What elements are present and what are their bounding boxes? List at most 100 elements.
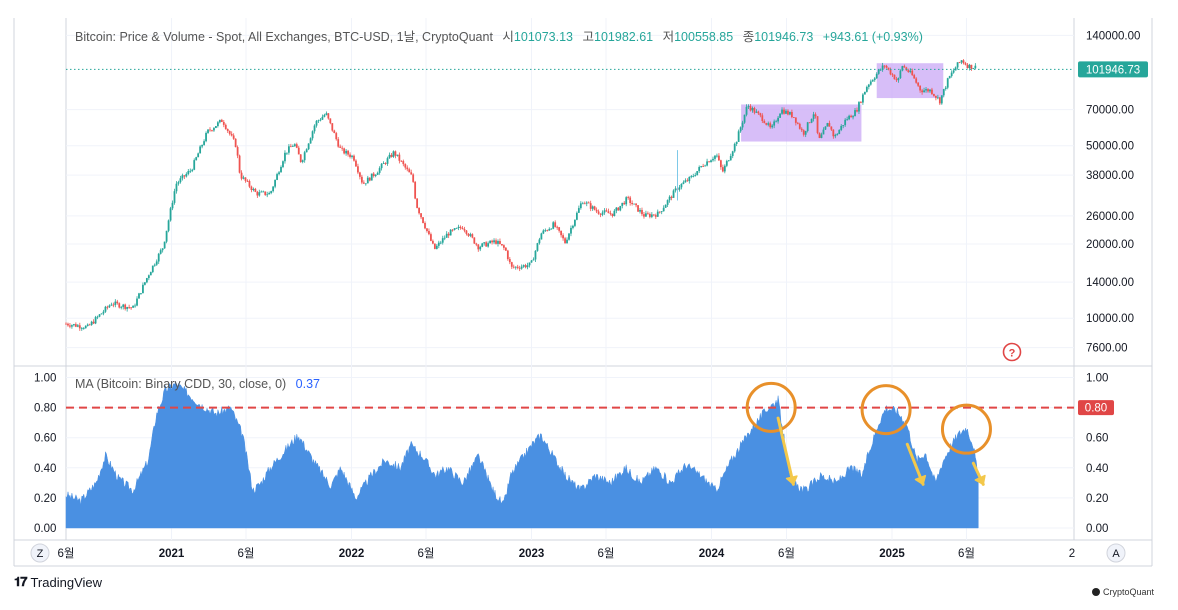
chart-svg[interactable]: 6월 2021 6월 2022 6월 2023 6월 2024 6월 2025 6월 2 140000.…: [0, 0, 1178, 570]
candle-body: [917, 82, 920, 86]
candle-body: [270, 191, 273, 193]
price-tick-label: 140000.00: [1086, 30, 1140, 42]
candle-body: [611, 213, 614, 217]
candle-body: [431, 240, 434, 244]
candle-body: [572, 225, 574, 228]
candle-body: [463, 229, 466, 231]
candle-body: [905, 67, 908, 71]
candle-body: [710, 160, 712, 163]
candle-body: [240, 172, 243, 179]
candle-body: [844, 119, 847, 126]
candle-body: [548, 228, 551, 231]
candle-body: [106, 306, 109, 308]
price-tick-label: 38000.00: [1086, 170, 1134, 182]
candle-body: [552, 222, 555, 229]
candle-body: [538, 239, 541, 244]
candle-body: [556, 226, 559, 228]
x-tick-label: 2022: [339, 548, 365, 560]
open-label: 시: [502, 30, 514, 44]
auto-scale-button[interactable]: A: [1106, 543, 1126, 563]
candle-body: [962, 60, 965, 64]
candle-body: [118, 303, 121, 308]
candle-body: [493, 240, 495, 243]
candle-body: [812, 114, 815, 119]
last-price-text: 101946.73: [1086, 64, 1140, 76]
candle-body: [333, 130, 336, 134]
candle-body: [230, 133, 233, 136]
candle-body: [110, 304, 113, 306]
candle-body: [826, 123, 829, 127]
price-series: [65, 59, 1074, 331]
candle-body: [130, 307, 132, 309]
candle-body: [191, 169, 194, 171]
candle-body: [747, 106, 750, 107]
candle-body: [865, 86, 868, 92]
candle-body: [177, 182, 180, 184]
candle-body: [577, 208, 580, 213]
candle-body: [315, 120, 318, 126]
candle-body: [280, 166, 282, 173]
price-tick-label: 7600.00: [1086, 343, 1128, 355]
candle-body: [818, 132, 821, 138]
candle-body: [714, 155, 716, 159]
candle-body: [558, 227, 561, 231]
candle-body: [895, 79, 898, 81]
candle-body: [357, 166, 359, 173]
candle-body: [372, 173, 375, 176]
candle-body: [165, 230, 168, 242]
candle-body: [266, 194, 269, 196]
candle-body: [199, 146, 202, 154]
candle-body: [157, 253, 160, 262]
candle-body: [749, 106, 752, 111]
cdd-right-tick-label: 0.40: [1086, 463, 1108, 475]
candle-body: [915, 78, 918, 83]
candle-body: [643, 214, 645, 217]
candle-body: [903, 66, 906, 68]
candle-body: [564, 238, 566, 244]
zoom-button[interactable]: Z: [30, 543, 50, 563]
candle-body: [489, 240, 491, 244]
cdd-left-tick-label: 0.00: [34, 523, 56, 535]
candle-body: [447, 233, 450, 236]
candle-body: [956, 62, 959, 68]
candle-body: [311, 131, 314, 139]
candle-body: [891, 74, 894, 76]
candle-body: [832, 129, 835, 137]
candle-body: [284, 152, 286, 162]
question-icon[interactable]: ?: [1002, 342, 1022, 362]
candle-body: [940, 95, 943, 104]
candle-body: [828, 123, 831, 127]
candle-body: [455, 228, 458, 229]
candle-body: [824, 126, 827, 130]
candle-body: [171, 202, 174, 209]
tradingview-logo[interactable]: 𝟏𝟕 TradingView: [14, 574, 102, 590]
candle-body: [881, 65, 884, 70]
candle-body: [836, 133, 839, 135]
change-value: +943.61 (+0.93%): [823, 30, 923, 44]
candle-body: [343, 148, 346, 154]
candle-body: [428, 231, 430, 235]
candle-body: [753, 107, 756, 113]
candle-body: [913, 75, 916, 79]
candle-body: [301, 160, 304, 162]
candle-body: [526, 265, 529, 268]
candle-body: [459, 226, 462, 228]
candle-body: [816, 116, 819, 133]
candle-body: [755, 111, 758, 113]
candle-body: [542, 230, 545, 234]
candle-body: [790, 111, 793, 118]
indicator-label: MA (Bitcoin: Binary CDD, 30, close, 0): [75, 377, 286, 391]
candle-body: [938, 97, 941, 104]
candle-body: [185, 173, 188, 177]
candle-body: [246, 180, 249, 182]
candle-body: [138, 293, 140, 299]
candle-body: [114, 301, 117, 305]
candle-body: [485, 242, 488, 247]
candle-body: [893, 74, 896, 80]
candle-body: [944, 87, 947, 90]
candle-body: [540, 233, 543, 240]
candle-body: [313, 125, 316, 132]
x-tick-label: 6월: [958, 547, 975, 560]
candle-body: [570, 227, 572, 234]
candle-body: [96, 316, 99, 318]
